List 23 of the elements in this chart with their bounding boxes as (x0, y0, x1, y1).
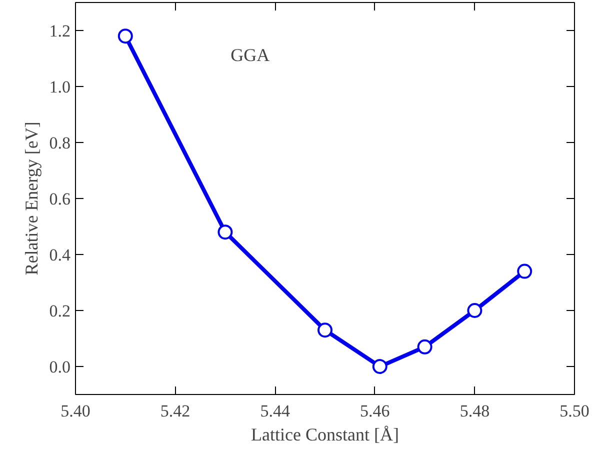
y-tick-label: 1.0 (49, 78, 70, 96)
point (517, 264, 532, 279)
y-tick-label: 1.2 (49, 22, 70, 40)
y-tick-label: 0.4 (49, 246, 71, 264)
point (467, 303, 482, 318)
point (218, 224, 233, 240)
x-tick-label: 5.50 (560, 402, 590, 420)
point (372, 359, 388, 374)
y-axis-title: Relative Energy [eV] (21, 122, 42, 276)
x-tick-label: 5.48 (460, 402, 490, 420)
point (318, 322, 332, 338)
annotation: GGA (230, 45, 270, 66)
y-tick-label: 0.0 (49, 358, 70, 376)
y-tick-label: 0.8 (49, 134, 70, 152)
x-axis-title: Lattice Constant [Å] (251, 424, 399, 444)
point (118, 28, 133, 44)
y-tick-label: 0.2 (49, 302, 70, 320)
point (417, 339, 432, 354)
x-tick-label: 5.46 (360, 402, 390, 420)
x-tick-label: 5.44 (260, 402, 290, 420)
y-tick-label: 0.6 (49, 190, 70, 208)
x-tick-label: 5.42 (160, 402, 190, 420)
x-tick-label: 5.40 (60, 402, 90, 420)
